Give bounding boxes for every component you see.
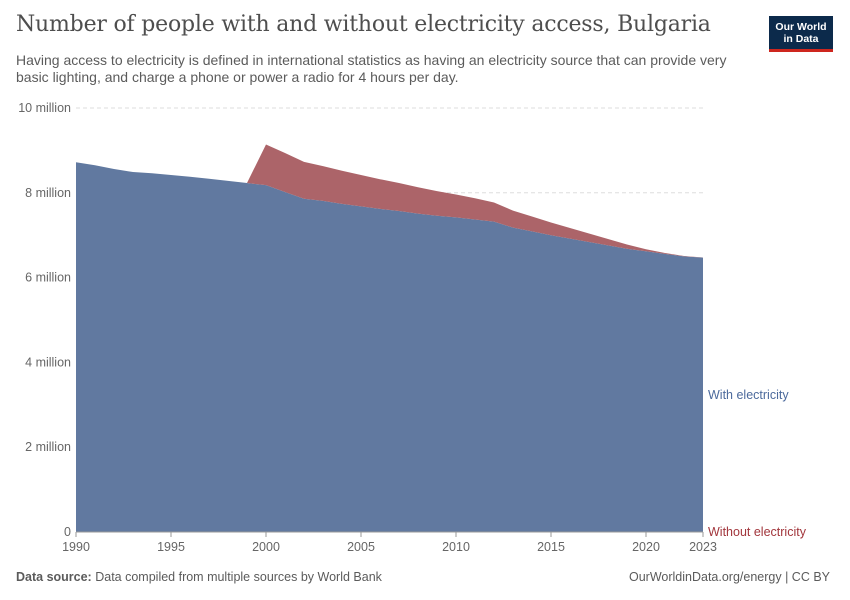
data-source-text: Data compiled from multiple sources by W… <box>95 570 382 584</box>
x-tick-label: 2020 <box>632 540 660 554</box>
x-tick-label: 2023 <box>689 540 717 554</box>
x-tick-label: 2005 <box>347 540 375 554</box>
area-without-electricity[interactable] <box>76 144 703 258</box>
y-tick-label: 4 million <box>25 355 71 369</box>
series-label-without-electricity: Without electricity <box>708 525 807 539</box>
area-with-electricity[interactable] <box>76 162 703 532</box>
y-tick-label: 10 million <box>18 101 71 115</box>
y-tick-label: 8 million <box>25 186 71 200</box>
logo-line-2: in Data <box>783 33 819 45</box>
area-series <box>76 144 703 532</box>
x-tick-label: 1990 <box>62 540 90 554</box>
credit-link[interactable]: OurWorldinData.org/energy | CC BY <box>628 570 830 584</box>
series-label-with-electricity: With electricity <box>708 388 789 402</box>
x-tick-label: 2000 <box>252 540 280 554</box>
y-tick-label: 0 <box>64 525 71 539</box>
x-axis-ticks: 1990 1995 2000 2005 2010 2015 2020 2023 <box>62 531 717 554</box>
x-tick-label: 2015 <box>537 540 565 554</box>
logo-line-1: Our World <box>775 21 827 33</box>
chart-subtitle: Having access to electricity is defined … <box>16 52 727 85</box>
y-axis-ticks: 0 2 million 4 million 6 million 8 million 10 … <box>18 101 71 539</box>
data-source-label: Data source: <box>16 570 92 584</box>
series-labels: With electricity Without electricity <box>708 388 807 539</box>
chart-title: Number of people with and without electr… <box>16 12 711 37</box>
x-tick-label: 2010 <box>442 540 470 554</box>
data-source-note: Data source: Data compiled from multiple… <box>16 570 382 584</box>
y-tick-label: 6 million <box>25 271 71 285</box>
x-tick-label: 1995 <box>157 540 185 554</box>
owid-logo[interactable]: Our World in Data <box>769 16 833 52</box>
y-tick-label: 2 million <box>25 440 71 454</box>
